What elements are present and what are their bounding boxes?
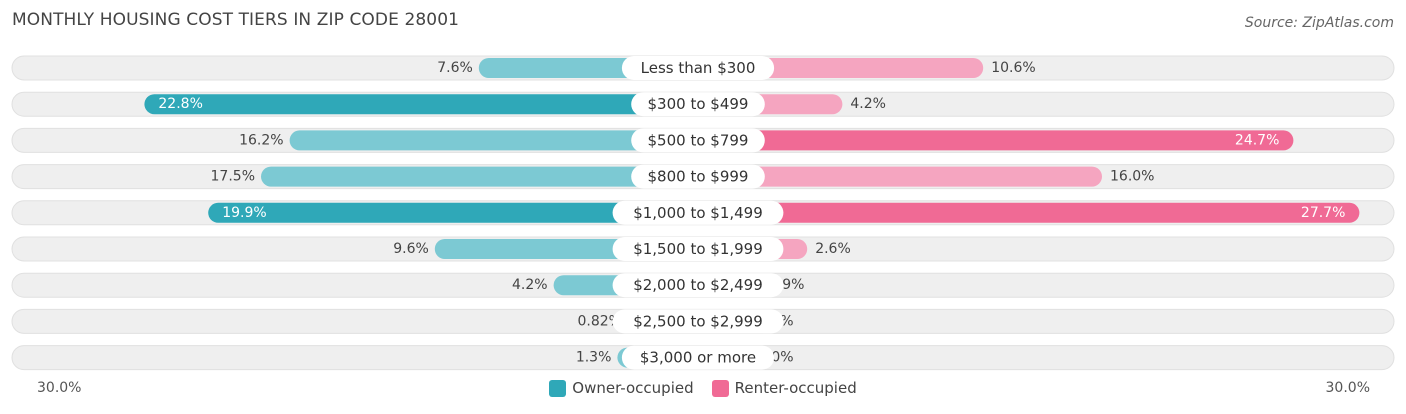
category-pill (612, 200, 784, 225)
legend-swatch-renter (711, 379, 729, 397)
owner-value-label: 16.2% (239, 132, 283, 148)
legend-item-owner: Owner-occupied (549, 379, 694, 397)
category-label: $1,500 to $1,999 (633, 240, 763, 258)
renter-value-label: 2.6% (815, 241, 851, 257)
legend-label-renter: Renter-occupied (734, 379, 857, 397)
owner-bar (208, 202, 698, 223)
owner-bar (289, 130, 698, 151)
category-pill (612, 309, 784, 334)
category-label: $800 to $999 (648, 168, 749, 186)
owner-value-label: 0.82% (577, 313, 621, 329)
legend-label-owner: Owner-occupied (572, 379, 694, 397)
category-label: Less than $300 (641, 59, 756, 77)
chart-title: MONTHLY HOUSING COST TIERS IN ZIP CODE 2… (12, 10, 460, 30)
source-label: Source: ZipAtlas.com (1244, 15, 1394, 31)
category-label: $1,000 to $1,499 (633, 204, 763, 222)
owner-value-label: 9.6% (393, 241, 429, 257)
legend-swatch-owner (549, 379, 567, 397)
renter-value-label: 27.7% (1301, 205, 1345, 221)
axis-right-label: 30.0% (1325, 380, 1370, 396)
category-label: $300 to $499 (648, 95, 749, 113)
category-pill (631, 164, 765, 189)
renter-value-label: 16.0% (1110, 169, 1154, 185)
category-pill (612, 237, 784, 261)
owner-value-label: 22.8% (158, 96, 202, 112)
renter-bar (698, 166, 1102, 187)
owner-bar (261, 166, 698, 187)
owner-value-label: 1.3% (576, 350, 612, 366)
category-pill (631, 128, 765, 153)
owner-bar (144, 94, 698, 115)
renter-value-label: 4.2% (850, 96, 886, 112)
category-pill (621, 345, 775, 370)
category-pill (631, 92, 765, 117)
legend-item-renter: Renter-occupied (711, 379, 857, 397)
owner-value-label: 7.6% (437, 60, 473, 76)
category-pill (621, 56, 775, 80)
category-label: $500 to $799 (648, 131, 749, 149)
renter-value-label: 10.6% (991, 60, 1035, 76)
renter-value-label: 24.7% (1235, 132, 1279, 148)
owner-value-label: 19.9% (222, 205, 266, 221)
category-label: $3,000 or more (640, 349, 756, 367)
owner-value-label: 17.5% (211, 169, 255, 185)
renter-bar (698, 202, 1360, 223)
renter-bar (698, 130, 1294, 151)
category-label: $2,500 to $2,999 (633, 312, 763, 330)
owner-value-label: 4.2% (512, 277, 548, 293)
category-label: $2,000 to $2,499 (633, 276, 763, 294)
legend: Owner-occupied Renter-occupied (0, 379, 1406, 397)
category-pill (612, 273, 784, 298)
axis-left-label: 30.0% (37, 380, 82, 396)
